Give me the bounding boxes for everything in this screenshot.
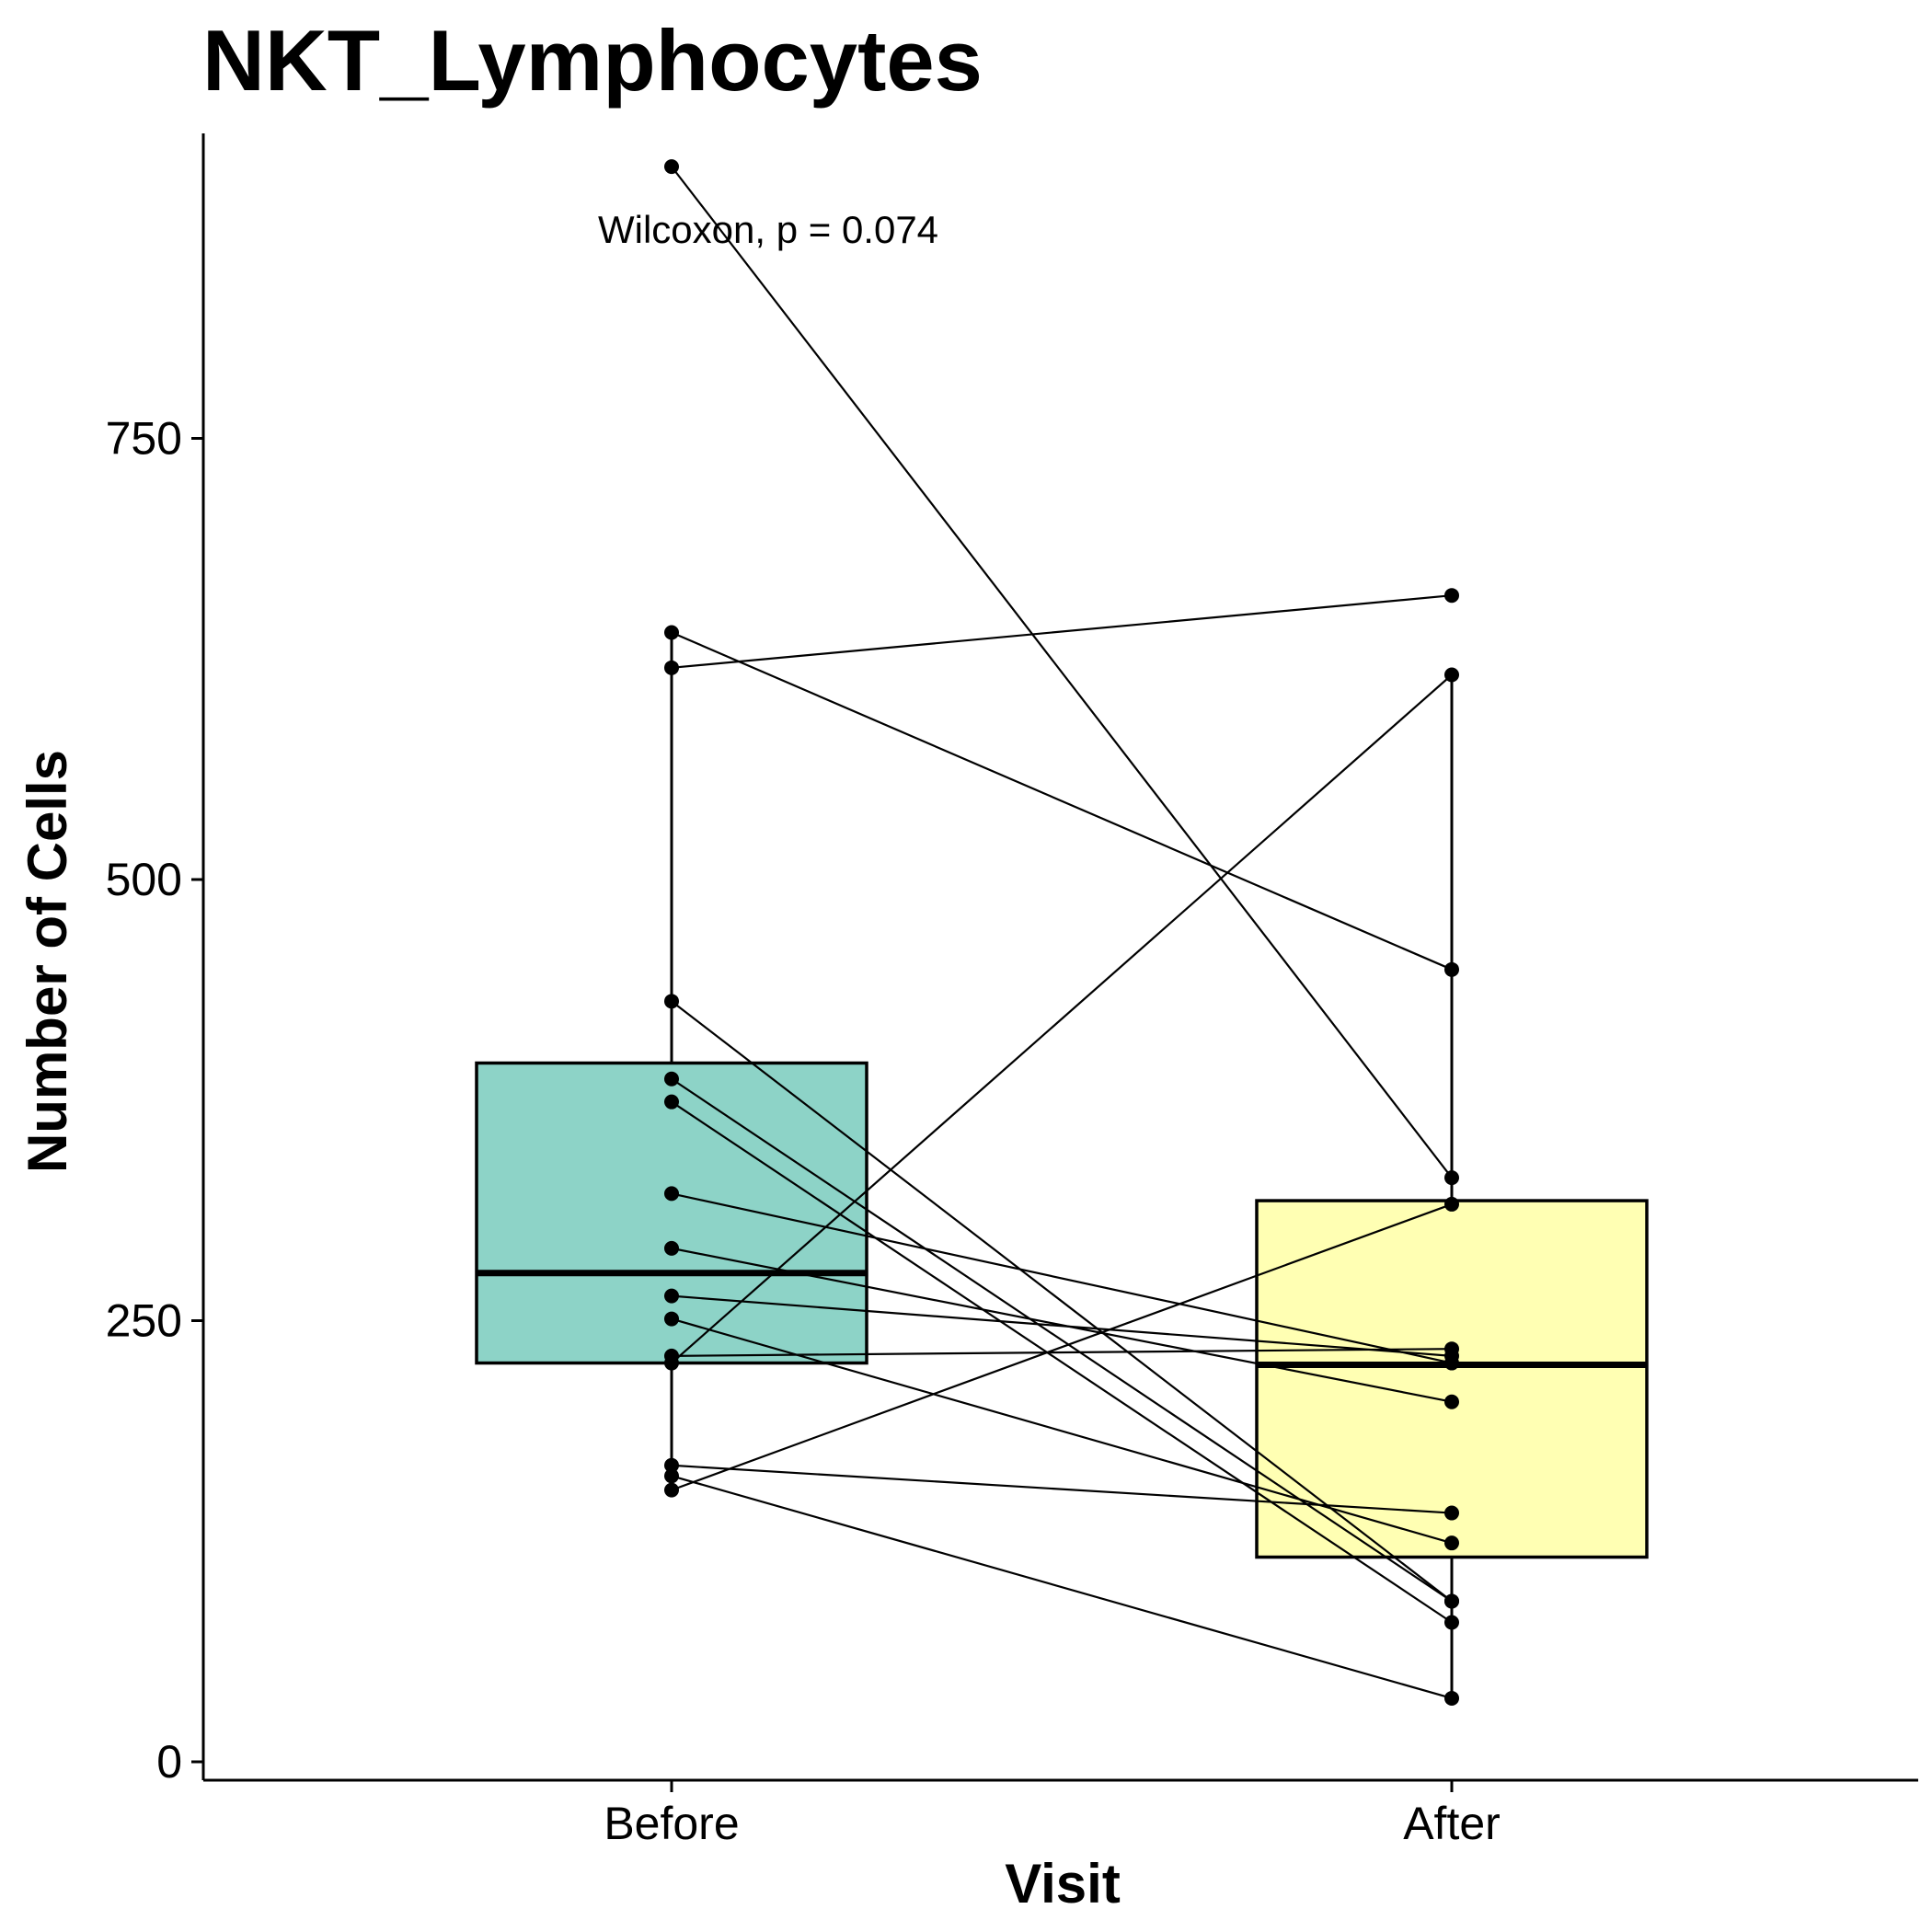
point-after-12 xyxy=(1444,667,1459,683)
box-after xyxy=(1255,1199,1649,1559)
point-before-12 xyxy=(664,1355,679,1371)
pair-line-12 xyxy=(671,673,1453,1364)
pair-line-3 xyxy=(671,594,1453,669)
pair-line-5 xyxy=(671,1077,1453,1603)
x-tick-label-before: Before xyxy=(604,1798,739,1849)
y-tick-label-500: 500 xyxy=(106,854,182,905)
point-before-5 xyxy=(664,1071,679,1087)
pair-line-1 xyxy=(671,166,1453,1179)
point-before-3 xyxy=(664,660,679,675)
pair-line-7 xyxy=(671,1192,1453,1364)
y-tick-label-0: 0 xyxy=(156,1736,182,1788)
point-after-11 xyxy=(1444,1341,1459,1357)
pair-line-9 xyxy=(671,1294,1453,1357)
pair-line-4 xyxy=(671,1000,1453,1603)
y-axis-ticks: 0 250 500 750 xyxy=(106,413,203,1788)
point-before-6 xyxy=(664,1094,679,1110)
point-after-1 xyxy=(1444,1170,1459,1186)
pair-line-6 xyxy=(671,1100,1453,1624)
point-before-8 xyxy=(664,1240,679,1256)
point-before-14 xyxy=(664,1468,679,1484)
chart-title: NKT_Lymphocytes xyxy=(202,12,983,109)
pair-line-13 xyxy=(671,1464,1453,1514)
point-before-7 xyxy=(664,1186,679,1202)
point-after-13 xyxy=(1444,1505,1459,1521)
point-after-14 xyxy=(1444,1690,1459,1706)
x-tick-label-after: After xyxy=(1403,1798,1501,1849)
x-axis-ticks: Before After xyxy=(604,1780,1501,1849)
y-axis-title: Number of Cells xyxy=(17,750,78,1173)
pair-line-14 xyxy=(671,1475,1453,1700)
y-tick-label-250: 250 xyxy=(106,1295,182,1347)
point-after-5 xyxy=(1444,1593,1459,1609)
point-before-15 xyxy=(664,1482,679,1498)
point-before-9 xyxy=(664,1288,679,1304)
point-after-6 xyxy=(1444,1615,1459,1630)
point-after-2 xyxy=(1444,961,1459,977)
pair-line-15 xyxy=(671,1202,1453,1491)
point-before-2 xyxy=(664,625,679,640)
point-before-10 xyxy=(664,1311,679,1327)
point-before-4 xyxy=(664,994,679,1009)
plot-area xyxy=(475,159,1649,1706)
pair-line-11 xyxy=(671,1348,1453,1357)
wilcoxon-annotation: Wilcoxon, p = 0.074 xyxy=(598,208,938,251)
x-axis-title: Visit xyxy=(1005,1853,1121,1915)
point-before-1 xyxy=(664,159,679,175)
point-after-15 xyxy=(1444,1196,1459,1212)
y-tick-label-750: 750 xyxy=(106,413,182,465)
point-before-13 xyxy=(664,1457,679,1473)
point-after-8 xyxy=(1444,1394,1459,1409)
pair-line-2 xyxy=(671,631,1453,971)
point-after-10 xyxy=(1444,1535,1459,1551)
point-after-3 xyxy=(1444,588,1459,604)
